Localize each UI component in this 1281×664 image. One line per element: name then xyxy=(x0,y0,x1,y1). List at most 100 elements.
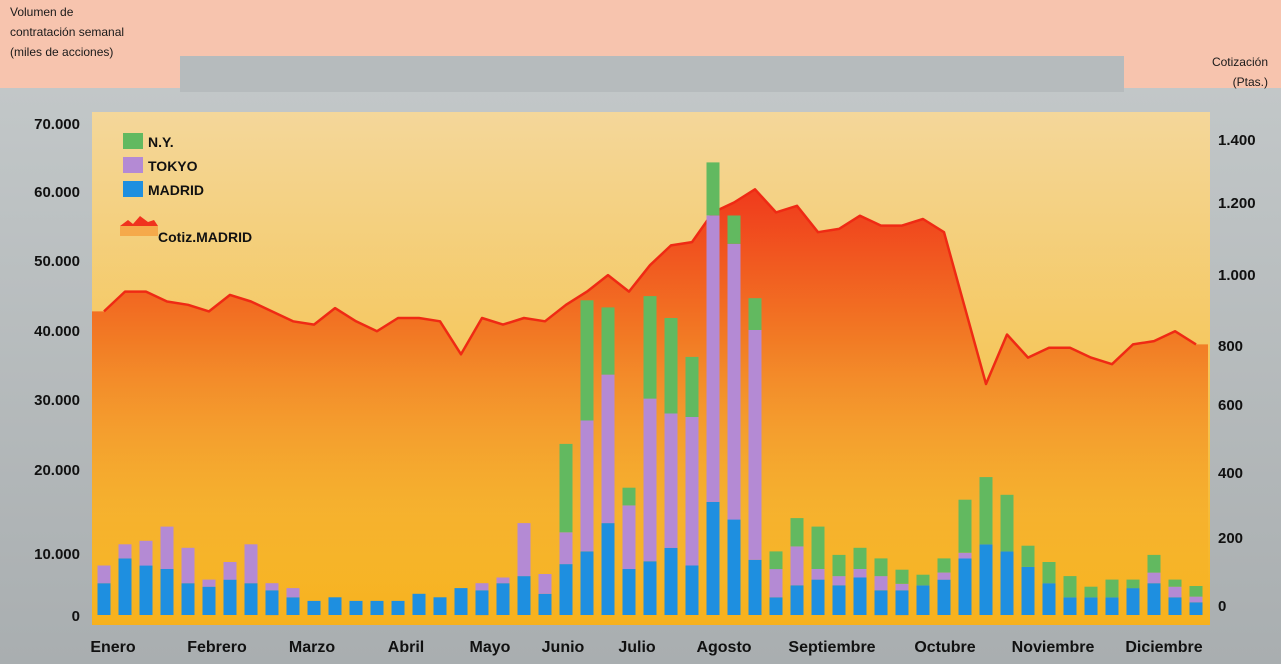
bar-madrid xyxy=(748,559,762,615)
bar-tokyo xyxy=(601,374,615,524)
legend-label-tokyo: TOKYO xyxy=(148,158,198,174)
bar-madrid xyxy=(328,597,342,615)
bar-madrid xyxy=(1126,588,1140,615)
bar-tokyo xyxy=(748,330,762,560)
month-label: Noviembre xyxy=(1012,639,1095,656)
left-tick-label: 50.000 xyxy=(34,253,80,270)
right-tick-label: 800 xyxy=(1218,338,1243,355)
bar-tokyo xyxy=(958,552,972,559)
bar-madrid xyxy=(979,544,993,615)
bar-ny xyxy=(832,554,846,577)
bar-tokyo xyxy=(706,215,720,502)
bar-tokyo xyxy=(244,544,258,584)
svg-text:(miles de acciones): (miles de acciones) xyxy=(10,45,113,59)
bar-madrid xyxy=(643,561,657,615)
bar-madrid xyxy=(223,579,237,615)
bar-madrid xyxy=(769,597,783,615)
bar-madrid xyxy=(160,569,174,615)
left-tick-label: 60.000 xyxy=(34,184,80,201)
right-tick-label: 400 xyxy=(1218,465,1243,482)
bar-madrid xyxy=(370,600,384,615)
bar-madrid xyxy=(97,583,111,615)
bar-madrid xyxy=(790,585,804,615)
bar-ny xyxy=(1000,494,1014,552)
month-label: Julio xyxy=(618,639,656,656)
bar-tokyo xyxy=(580,420,594,552)
bar-ny xyxy=(748,298,762,330)
bar-tokyo xyxy=(223,562,237,580)
left-tick-label: 0 xyxy=(72,608,80,625)
legend-label-madrid: MADRID xyxy=(148,182,204,198)
bar-madrid xyxy=(1147,583,1161,615)
bar-ny xyxy=(685,356,699,417)
bar-madrid xyxy=(1168,597,1182,615)
bar-tokyo xyxy=(265,583,279,591)
bar-ny xyxy=(1063,576,1077,598)
bar-madrid xyxy=(538,593,552,615)
bar-tokyo xyxy=(538,574,552,594)
bar-tokyo xyxy=(202,579,216,587)
month-label: Enero xyxy=(90,639,136,656)
bar-ny xyxy=(769,551,783,570)
bar-tokyo xyxy=(643,398,657,562)
bar-tokyo xyxy=(475,583,489,591)
bar-madrid xyxy=(265,590,279,616)
bar-tokyo xyxy=(1189,596,1203,603)
right-tick-label: 600 xyxy=(1218,397,1243,414)
month-label: Septiembre xyxy=(788,639,875,656)
svg-text:Volumen de: Volumen de xyxy=(10,5,74,19)
bar-tokyo xyxy=(1168,586,1182,598)
bar-madrid xyxy=(1084,597,1098,615)
bar-madrid xyxy=(1063,597,1077,615)
legend-swatch-price-icon xyxy=(120,216,158,226)
bar-madrid xyxy=(1000,551,1014,615)
bar-tokyo xyxy=(811,569,825,580)
left-axis-ticks: 70.000 60.000 50.000 40.000 30.000 20.00… xyxy=(34,116,80,625)
bar-madrid xyxy=(706,501,720,615)
bar-group xyxy=(97,162,1203,616)
bar-madrid xyxy=(601,523,615,615)
bar-madrid xyxy=(1042,583,1056,615)
legend-swatch-tokyo xyxy=(123,157,143,173)
right-tick-label: 1.000 xyxy=(1218,267,1256,284)
bar-madrid xyxy=(580,551,594,615)
price-line xyxy=(103,188,1197,386)
bar-madrid xyxy=(1189,602,1203,615)
bar-ny xyxy=(1126,579,1140,589)
bar-madrid xyxy=(412,593,426,615)
bar-ny xyxy=(979,477,993,545)
bar-tokyo xyxy=(790,546,804,586)
bar-madrid xyxy=(874,590,888,616)
legend: N.Y. TOKYO MADRID Cotiz.MADRID xyxy=(120,133,252,245)
bar-tokyo xyxy=(1147,572,1161,584)
bar-tokyo xyxy=(496,577,510,584)
bar-madrid xyxy=(1021,566,1035,615)
month-label: Diciembre xyxy=(1125,639,1202,656)
left-tick-label: 40.000 xyxy=(34,323,80,340)
bar-madrid xyxy=(832,585,846,615)
left-tick-label: 70.000 xyxy=(34,116,80,133)
bar-ny xyxy=(580,300,594,421)
bar-ny xyxy=(727,215,741,244)
bar-madrid xyxy=(853,577,867,615)
month-label: Junio xyxy=(542,639,585,656)
right-axis-title: Cotización (Ptas.) xyxy=(1212,55,1268,89)
svg-text:Cotización: Cotización xyxy=(1212,55,1268,69)
bar-tokyo xyxy=(895,583,909,591)
bar-tokyo xyxy=(622,505,636,569)
month-label: Febrero xyxy=(187,639,247,656)
bar-madrid xyxy=(958,558,972,615)
bar-ny xyxy=(874,558,888,577)
bar-madrid xyxy=(1105,597,1119,615)
bar-tokyo xyxy=(832,576,846,586)
bar-madrid xyxy=(202,586,216,615)
right-axis-ticks: 1.400 1.200 1.000 800 600 400 200 0 xyxy=(1218,132,1256,615)
bar-madrid xyxy=(664,547,678,615)
bar-madrid xyxy=(475,590,489,616)
month-label: Mayo xyxy=(470,639,511,656)
bar-ny xyxy=(1021,545,1035,567)
bar-madrid xyxy=(118,558,132,615)
bar-madrid xyxy=(517,576,531,615)
bar-madrid xyxy=(895,590,909,616)
bar-madrid xyxy=(433,597,447,615)
